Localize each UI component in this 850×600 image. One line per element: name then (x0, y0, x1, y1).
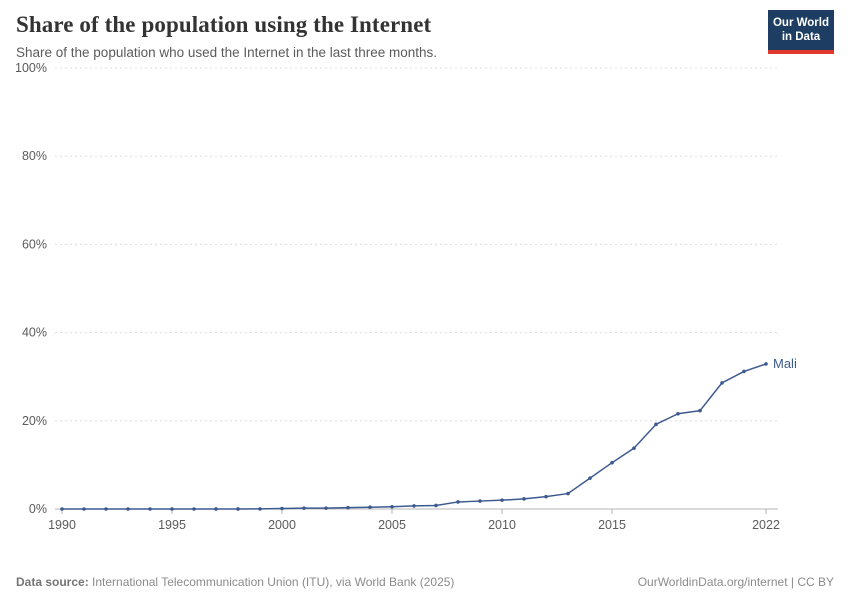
x-tick-label: 2005 (378, 518, 406, 532)
data-point (478, 499, 482, 503)
data-point (698, 408, 702, 413)
data-point (126, 507, 130, 511)
data-point (632, 446, 636, 450)
y-tick-label: 40% (22, 326, 47, 340)
data-point (522, 497, 526, 501)
data-point (302, 506, 306, 510)
series-line-mali (61, 363, 767, 510)
data-point (170, 507, 174, 511)
y-tick-label: 60% (22, 237, 47, 251)
data-point (280, 506, 284, 511)
owid-logo[interactable]: Our World in Data (768, 10, 834, 54)
chart-subtitle: Share of the population who used the Int… (16, 45, 438, 60)
x-tick-label: 2022 (752, 518, 780, 532)
x-tick-label: 1995 (158, 518, 186, 532)
data-point (566, 491, 570, 496)
data-source-note: Data source: International Telecommunica… (16, 575, 454, 589)
data-point (192, 507, 196, 511)
y-tick-label: 80% (22, 149, 47, 163)
data-point (324, 506, 328, 510)
data-point (258, 507, 262, 511)
data-point (412, 504, 416, 508)
data-point (456, 500, 460, 504)
x-tick-label: 2015 (598, 518, 626, 532)
data-source-text: International Telecommunication Union (I… (88, 575, 455, 589)
data-point (500, 498, 504, 502)
y-tick-label: 100% (15, 61, 47, 75)
data-point (82, 507, 86, 511)
y-tick-label: 0% (29, 502, 47, 516)
data-point (214, 507, 218, 511)
entity-label-mali[interactable]: Mali (773, 356, 797, 371)
data-point (654, 422, 658, 427)
data-point (544, 494, 548, 499)
chart-area: 0% 20% 40% 60% 80% 100% 1990 1995 2000 2005 2010 20… (0, 60, 850, 553)
data-point (764, 362, 768, 366)
chart-footer: Data source: International Telecommunica… (0, 564, 850, 600)
x-tick-label: 1990 (48, 518, 76, 532)
data-source-label: Data source: (16, 575, 89, 589)
data-point (104, 507, 108, 511)
data-point (60, 507, 64, 511)
footer-link[interactable]: OurWorldinData.org/internet | CC BY (637, 575, 834, 589)
data-point (236, 507, 240, 511)
data-point (610, 460, 614, 465)
data-point (742, 369, 746, 374)
data-point (676, 411, 680, 416)
x-tick-label: 2000 (268, 518, 296, 532)
data-point (390, 504, 394, 509)
data-point (434, 503, 438, 508)
owid-logo-line1: Our World (772, 16, 829, 29)
line-chart: 0% 20% 40% 60% 80% 100% 1990 1995 2000 2005 2010 20… (15, 61, 797, 532)
chart-title: Share of the population using the Intern… (16, 12, 432, 37)
data-point (720, 381, 724, 385)
data-point (346, 505, 350, 510)
data-point (588, 476, 592, 480)
data-point (148, 507, 152, 511)
chart-header: Share of the population using the Intern… (0, 0, 850, 60)
y-tick-label: 20% (22, 414, 47, 428)
x-tick-label: 2010 (488, 518, 516, 532)
data-point (368, 505, 372, 510)
owid-logo-line2: in Data (781, 31, 821, 43)
